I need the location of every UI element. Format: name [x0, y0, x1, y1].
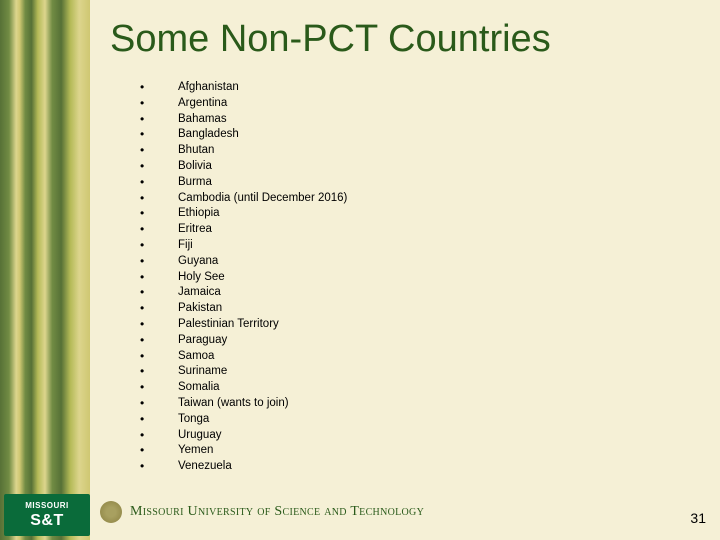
list-item: Venezuela — [140, 459, 690, 475]
list-item: Uruguay — [140, 428, 690, 444]
page-number: 31 — [690, 510, 706, 526]
list-item: Ethiopia — [140, 206, 690, 222]
logo-top-text: MISSOURI — [25, 501, 69, 510]
slide: Some Non-PCT Countries AfghanistanArgent… — [0, 0, 720, 540]
list-item: Fiji — [140, 238, 690, 254]
country-list: AfghanistanArgentinaBahamasBangladeshBhu… — [140, 80, 690, 475]
list-item: Palestinian Territory — [140, 317, 690, 333]
list-item: Argentina — [140, 96, 690, 112]
list-item: Tonga — [140, 412, 690, 428]
list-item: Paraguay — [140, 333, 690, 349]
list-item: Pakistan — [140, 301, 690, 317]
logo-main-text: S&T — [30, 512, 64, 530]
university-bar: Missouri University of Science and Techn… — [100, 502, 670, 522]
list-item: Bolivia — [140, 159, 690, 175]
list-item: Bhutan — [140, 143, 690, 159]
slide-title: Some Non-PCT Countries — [110, 18, 700, 61]
list-item: Guyana — [140, 254, 690, 270]
list-item: Somalia — [140, 380, 690, 396]
university-name: Missouri University of Science and Techn… — [130, 504, 424, 520]
footer: MISSOURI S&T Missouri University of Scie… — [0, 492, 720, 540]
list-item: Suriname — [140, 364, 690, 380]
content-area: AfghanistanArgentinaBahamasBangladeshBhu… — [140, 80, 690, 475]
list-item: Taiwan (wants to join) — [140, 396, 690, 412]
logo: MISSOURI S&T — [4, 494, 90, 536]
list-item: Bahamas — [140, 112, 690, 128]
list-item: Jamaica — [140, 285, 690, 301]
list-item: Samoa — [140, 349, 690, 365]
list-item: Eritrea — [140, 222, 690, 238]
list-item: Bangladesh — [140, 127, 690, 143]
list-item: Cambodia (until December 2016) — [140, 191, 690, 207]
seal-icon — [100, 501, 122, 523]
list-item: Yemen — [140, 443, 690, 459]
list-item: Burma — [140, 175, 690, 191]
decorative-sidebar — [0, 0, 90, 540]
list-item: Holy See — [140, 270, 690, 286]
list-item: Afghanistan — [140, 80, 690, 96]
